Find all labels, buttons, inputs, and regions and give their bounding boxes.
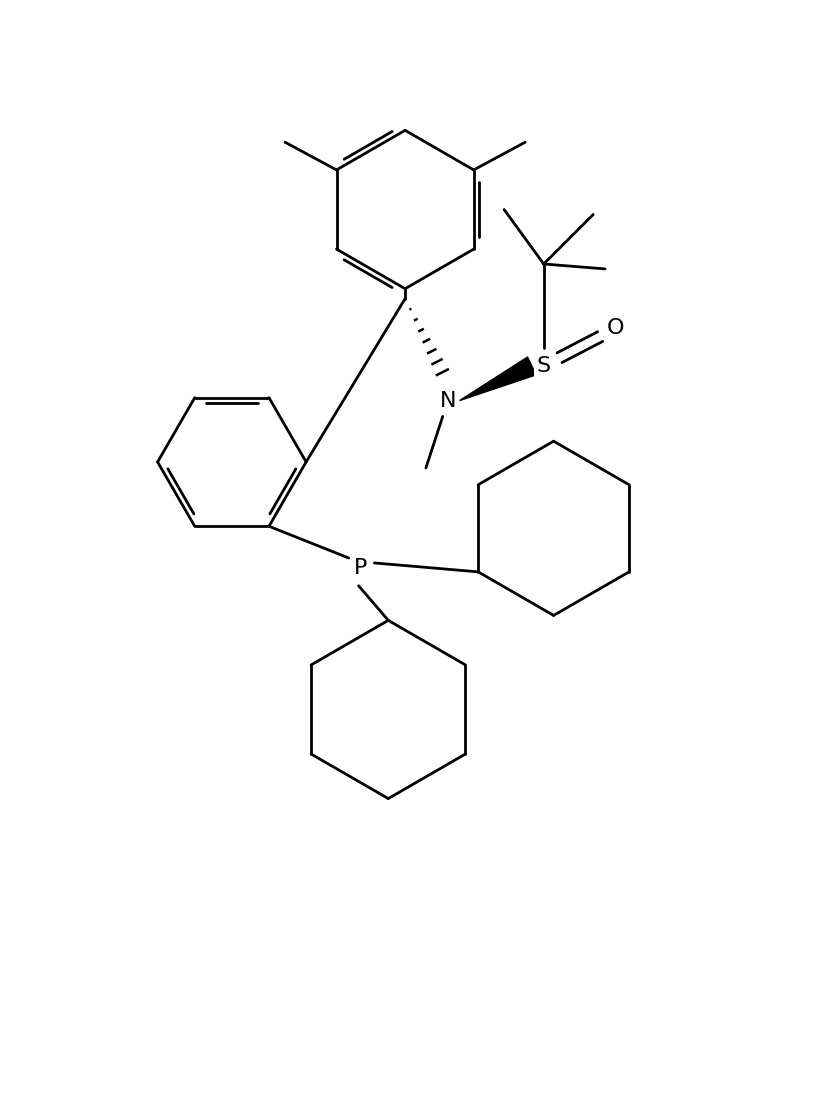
- Text: O: O: [607, 318, 625, 338]
- Text: N: N: [439, 391, 456, 411]
- Polygon shape: [459, 357, 536, 401]
- Text: S: S: [537, 356, 551, 376]
- Text: P: P: [354, 558, 367, 578]
